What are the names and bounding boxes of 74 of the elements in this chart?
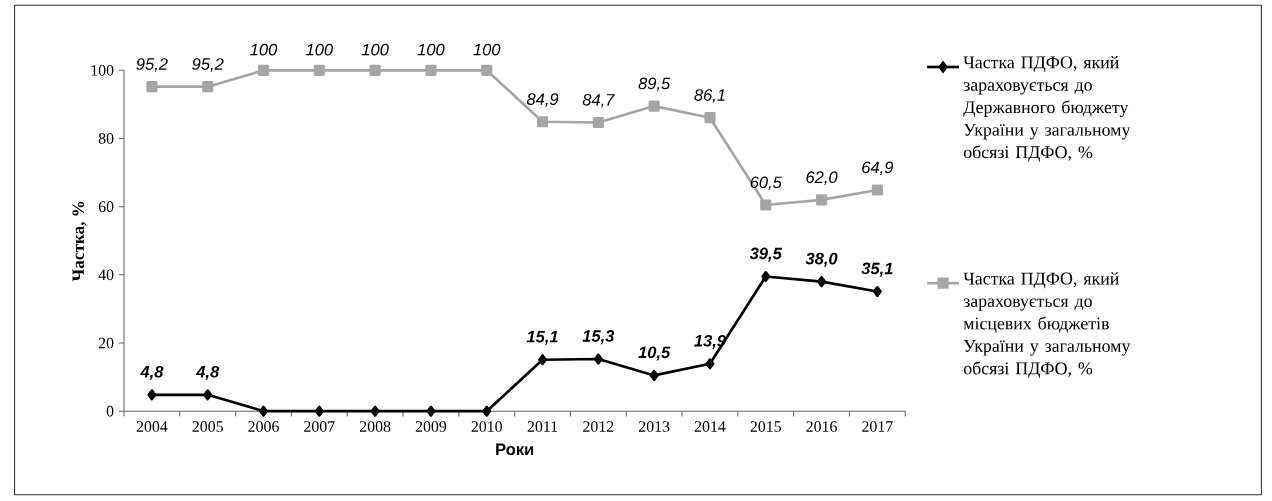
data-label: 60,5 — [750, 176, 782, 190]
data-label: 39,5 — [749, 247, 783, 262]
point — [481, 64, 493, 76]
x-tick-label: 2014 — [694, 420, 726, 432]
legend-label: Частка ПДФО, який зараховується до місцевих бюджетів України у загальному обсязі ПДФО, % — [963, 272, 1131, 378]
x-tick-label: 2011 — [527, 420, 558, 432]
data-label: 100 — [361, 43, 389, 56]
point — [482, 405, 492, 417]
data-label: 84,9 — [526, 93, 559, 107]
x-tick-label: 2015 — [750, 420, 781, 432]
data-label: 89,5 — [638, 77, 671, 92]
point — [872, 285, 882, 297]
data-label: 38,0 — [805, 252, 838, 267]
x-axis-title: Роки — [496, 443, 534, 455]
data-label: 64,9 — [862, 161, 894, 175]
data-label: 100 — [305, 43, 333, 56]
point — [760, 199, 772, 211]
point — [202, 80, 214, 93]
point — [147, 389, 157, 401]
data-label: 100 — [473, 43, 501, 56]
data-label: 100 — [250, 43, 278, 56]
data-label: 84,7 — [582, 93, 615, 108]
point — [648, 100, 660, 112]
data-label: 100 — [417, 43, 445, 56]
point — [425, 64, 437, 76]
point — [369, 64, 381, 76]
point — [370, 405, 380, 417]
point — [203, 389, 213, 401]
point — [592, 116, 604, 128]
data-label: 95,2 — [136, 57, 168, 72]
point — [871, 184, 883, 196]
y-tick-label: 80 — [98, 132, 114, 144]
x-tick-label: 2016 — [806, 420, 837, 432]
y-tick-label: 40 — [98, 269, 114, 280]
data-label: 86,1 — [694, 89, 725, 103]
x-tick-label: 2006 — [248, 420, 279, 432]
y-axis-title: Частка, % — [72, 201, 87, 281]
x-tick-label: 2017 — [862, 420, 893, 432]
point — [146, 80, 158, 93]
x-tick-label: 2005 — [192, 420, 223, 432]
point — [817, 275, 827, 288]
x-tick-label: 2008 — [359, 420, 391, 432]
point — [426, 405, 436, 417]
point — [761, 270, 771, 282]
point — [649, 369, 659, 381]
y-tick-label: 0 — [106, 405, 114, 417]
data-label: 62,0 — [806, 171, 838, 185]
data-label: 35,1 — [861, 262, 893, 277]
data-label: 95,2 — [192, 57, 224, 72]
data-label: 10,5 — [638, 346, 671, 361]
point — [704, 111, 716, 124]
legend-label: Частка ПДФО, який зараховується до Державного бюджету України у загальному обсязі ПДФО, % — [963, 55, 1131, 162]
point — [257, 64, 270, 76]
y-tick-label: 20 — [98, 337, 114, 349]
x-tick-label: 2012 — [583, 420, 614, 432]
y-tick-label: 100 — [91, 64, 114, 76]
x-tick-label: 2009 — [415, 420, 447, 432]
x-tick-label: 2007 — [304, 420, 335, 432]
point — [538, 353, 548, 366]
point — [314, 405, 324, 417]
point — [593, 353, 603, 365]
x-tick-label: 2004 — [136, 420, 168, 432]
x-tick-label: 2013 — [638, 420, 670, 432]
data-label: 15,3 — [582, 329, 615, 344]
point — [313, 64, 325, 76]
point — [815, 194, 828, 206]
data-label: 4,8 — [195, 365, 220, 380]
x-tick-label: 2010 — [471, 420, 502, 432]
point — [705, 358, 715, 370]
data-label: 15,1 — [526, 330, 558, 345]
y-tick-label: 60 — [98, 201, 114, 212]
data-label: 4,8 — [140, 365, 164, 380]
point — [536, 116, 549, 128]
point — [259, 405, 269, 417]
